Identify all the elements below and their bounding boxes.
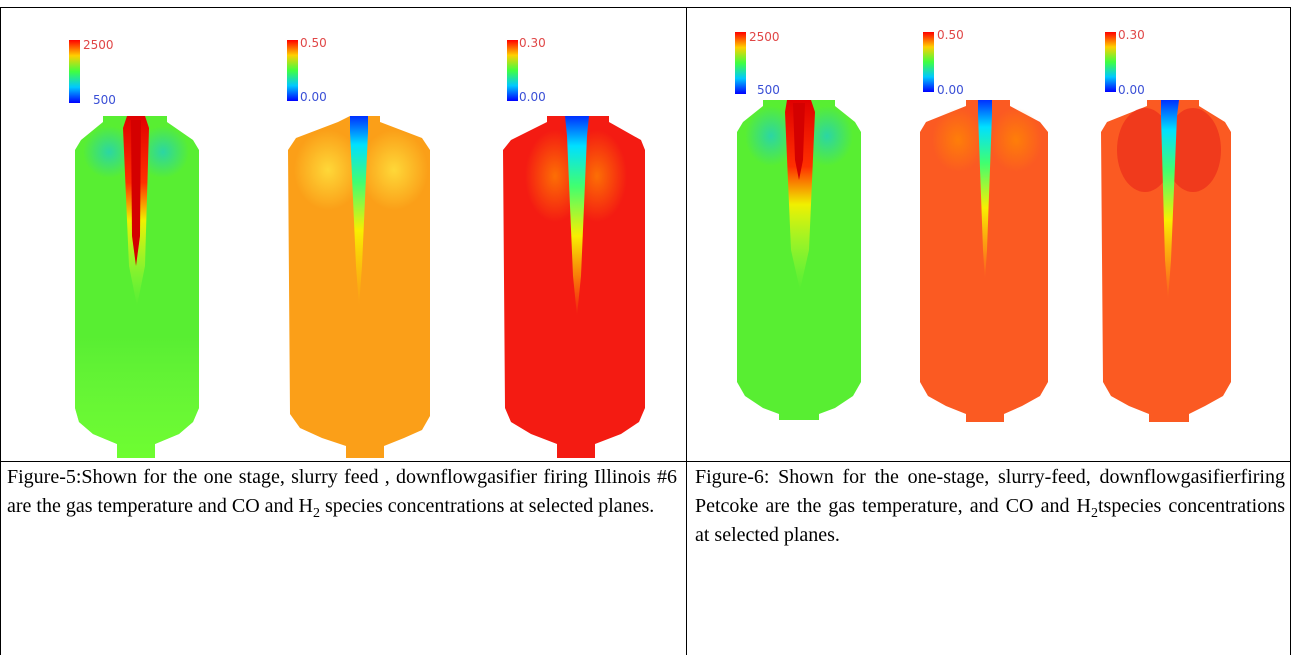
temperature-colorbar	[69, 40, 80, 103]
h2-colorbar-max: 0.30	[519, 36, 546, 50]
h2-contour-plot	[503, 116, 645, 458]
co-colorbar-max: 0.50	[300, 36, 327, 50]
co-contour-plot	[288, 116, 430, 458]
co-colorbar-min: 0.00	[937, 83, 964, 97]
temperature-colorbar-min: 500	[93, 93, 116, 107]
figure-5-cell: 2500 500 0.50 0.00 0.30 0.00	[1, 8, 686, 461]
co-contour-plot	[920, 100, 1048, 422]
table-center-border	[686, 7, 687, 655]
figure-5-caption-subscript: 2	[313, 506, 320, 521]
co-colorbar-max: 0.50	[937, 28, 964, 42]
h2-colorbar-max: 0.30	[1118, 28, 1145, 42]
figure-6-contours	[737, 100, 1231, 422]
co-colorbar	[287, 40, 298, 101]
co-colorbar	[923, 32, 934, 92]
figure-5-contours	[75, 116, 645, 458]
figure-5-caption-text-end: species concentrations at selected plane…	[320, 495, 655, 517]
h2-colorbar-min: 0.00	[1118, 83, 1145, 97]
figure-6-cell: 2500 500 0.50 0.00 0.30 0.00	[687, 8, 1290, 461]
figure-5-caption-text: Figure-5:Shown for the one stage, slurry…	[7, 466, 677, 517]
table-left-border	[0, 7, 1, 655]
figure-6-caption-subscript: 2	[1090, 506, 1098, 521]
figure-6-caption-text-end: tspecies concentrations at selected plan…	[695, 495, 1286, 546]
h2-colorbar	[1105, 32, 1116, 92]
table-top-border	[0, 7, 1291, 8]
temperature-contour-plot	[75, 116, 199, 458]
temperature-contour-plot	[737, 100, 861, 420]
table-middle-border	[0, 461, 1291, 462]
co-colorbar-min: 0.00	[300, 90, 327, 104]
temperature-colorbar-min: 500	[757, 83, 780, 97]
figure-6-caption-text: Figure-6: Shown for the one-stage, slurr…	[695, 466, 1285, 517]
temperature-colorbar-max: 2500	[83, 38, 114, 52]
h2-colorbar-min: 0.00	[519, 90, 546, 104]
h2-colorbar	[507, 40, 518, 101]
figure-6-caption: Figure-6: Shown for the one-stage, slurr…	[695, 463, 1285, 550]
h2-contour-plot	[1101, 100, 1231, 422]
temperature-colorbar-max: 2500	[749, 30, 780, 44]
figure-5-caption: Figure-5:Shown for the one stage, slurry…	[7, 463, 677, 521]
temperature-colorbar	[735, 32, 746, 94]
